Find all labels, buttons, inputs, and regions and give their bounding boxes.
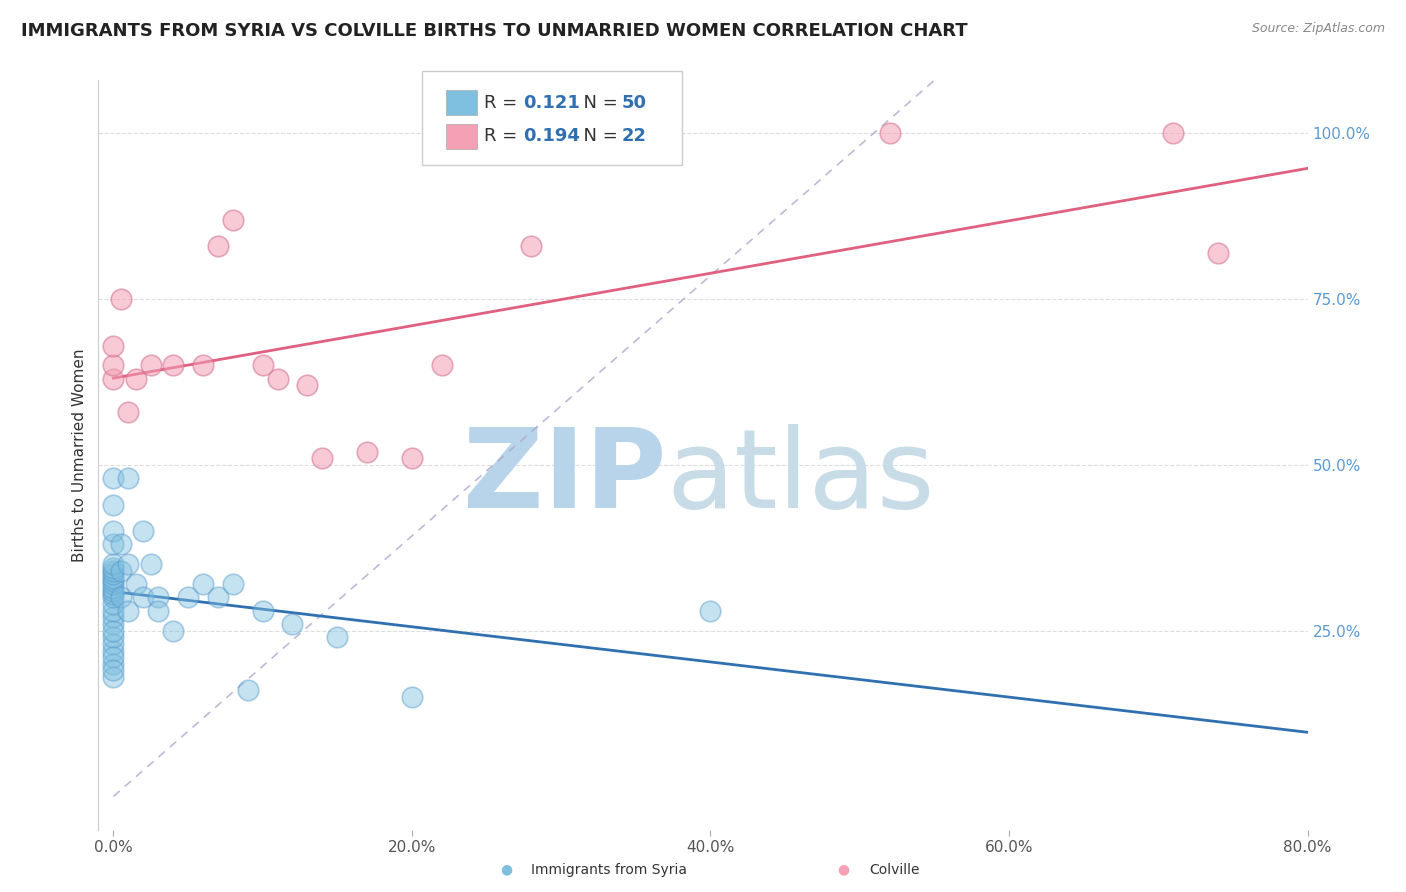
Point <box>103 577 125 591</box>
Point <box>103 581 125 595</box>
Text: atlas: atlas <box>666 424 935 531</box>
Point <box>207 591 229 605</box>
Point <box>520 239 543 253</box>
Y-axis label: Births to Unmarried Women: Births to Unmarried Women <box>72 348 87 562</box>
Point <box>103 624 125 638</box>
Point <box>401 690 423 704</box>
Point <box>103 558 125 572</box>
Point <box>879 126 901 140</box>
Point <box>117 405 139 419</box>
Point <box>103 597 125 611</box>
Point <box>103 372 125 386</box>
Point <box>103 583 125 598</box>
Point <box>103 617 125 632</box>
Point <box>252 604 274 618</box>
Point <box>103 567 125 582</box>
Point <box>125 577 148 591</box>
Point <box>1206 245 1229 260</box>
Point <box>117 471 139 485</box>
Point <box>103 664 125 678</box>
Point <box>103 630 125 644</box>
Point <box>401 451 423 466</box>
Point <box>177 591 200 605</box>
Point <box>146 604 169 618</box>
Point <box>699 604 721 618</box>
Point <box>103 591 125 605</box>
Point <box>103 560 125 574</box>
Point <box>162 359 184 373</box>
Point <box>252 359 274 373</box>
Text: IMMIGRANTS FROM SYRIA VS COLVILLE BIRTHS TO UNMARRIED WOMEN CORRELATION CHART: IMMIGRANTS FROM SYRIA VS COLVILLE BIRTHS… <box>21 22 967 40</box>
Point <box>311 451 333 466</box>
Point <box>110 537 132 551</box>
Point <box>103 574 125 588</box>
Point <box>236 683 259 698</box>
Point <box>103 571 125 585</box>
Point <box>356 444 378 458</box>
Text: ●: ● <box>501 863 512 877</box>
Text: 0.121: 0.121 <box>523 94 579 112</box>
Point <box>281 617 304 632</box>
Text: ZIP: ZIP <box>464 424 666 531</box>
Point <box>326 630 349 644</box>
Point <box>222 212 245 227</box>
Point <box>103 564 125 578</box>
Point <box>103 610 125 624</box>
Point <box>162 624 184 638</box>
Point <box>207 239 229 253</box>
Point <box>297 378 319 392</box>
Point <box>132 524 155 538</box>
Text: N =: N = <box>572 94 624 112</box>
Text: 22: 22 <box>621 128 647 145</box>
Text: R =: R = <box>484 128 523 145</box>
Point <box>132 591 155 605</box>
Text: 50: 50 <box>621 94 647 112</box>
Text: Colville: Colville <box>869 863 920 877</box>
Point <box>430 359 453 373</box>
Point <box>139 359 162 373</box>
Point <box>110 292 132 306</box>
Point <box>103 604 125 618</box>
Text: ●: ● <box>838 863 849 877</box>
Point <box>1161 126 1184 140</box>
Point <box>139 558 162 572</box>
Point <box>191 359 214 373</box>
Text: R =: R = <box>484 94 523 112</box>
Point <box>110 564 132 578</box>
Point <box>117 558 139 572</box>
Point <box>103 637 125 651</box>
Point <box>191 577 214 591</box>
Point <box>103 670 125 684</box>
Point <box>266 372 288 386</box>
Text: 0.194: 0.194 <box>523 128 579 145</box>
Point <box>103 471 125 485</box>
Point <box>103 498 125 512</box>
Point <box>103 524 125 538</box>
Point <box>125 372 148 386</box>
Text: N =: N = <box>572 128 624 145</box>
Point <box>103 537 125 551</box>
Point <box>103 650 125 665</box>
Text: Source: ZipAtlas.com: Source: ZipAtlas.com <box>1251 22 1385 36</box>
Point <box>103 359 125 373</box>
Point <box>103 338 125 352</box>
Point <box>103 587 125 601</box>
Point <box>117 604 139 618</box>
Point <box>103 643 125 657</box>
Text: Immigrants from Syria: Immigrants from Syria <box>531 863 688 877</box>
Point <box>103 657 125 671</box>
Point <box>222 577 245 591</box>
Point <box>146 591 169 605</box>
Point <box>110 591 132 605</box>
